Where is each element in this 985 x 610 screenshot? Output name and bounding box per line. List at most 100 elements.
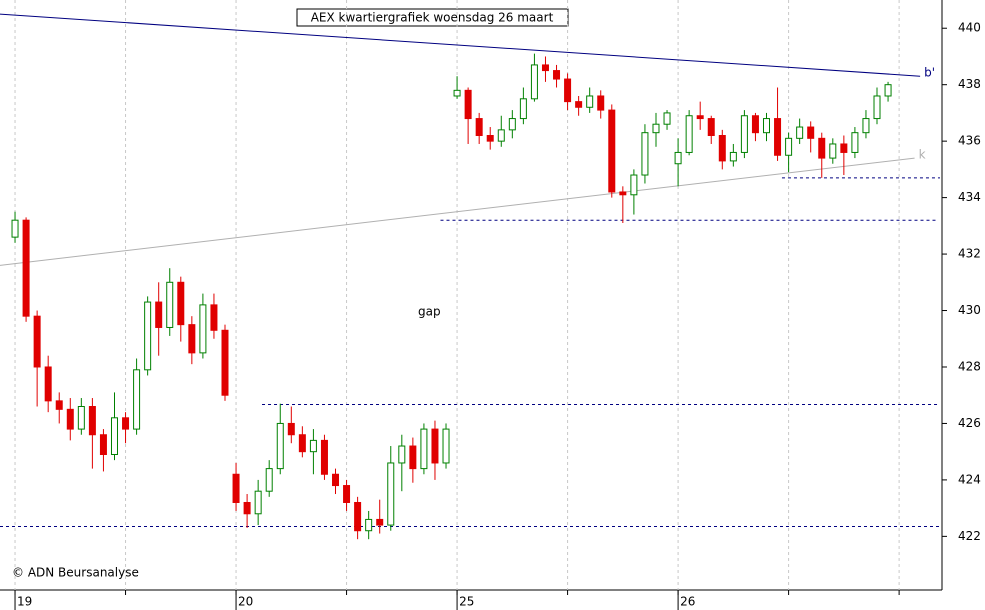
- candle-body: [431, 428, 439, 464]
- candle-body: [387, 462, 395, 526]
- candle-body: [99, 434, 107, 455]
- trend-label: k: [919, 148, 926, 162]
- candle-body: [774, 118, 782, 156]
- candle-body: [221, 329, 229, 396]
- candle-body: [729, 151, 737, 162]
- candle-body: [276, 422, 284, 470]
- candle-body: [133, 369, 141, 430]
- candle-body: [630, 174, 638, 196]
- x-tick-label: 25: [459, 595, 474, 609]
- candle-body: [597, 95, 605, 111]
- candle-body: [453, 89, 461, 97]
- candle-body: [110, 417, 118, 455]
- candle-body: [862, 118, 870, 134]
- title-box: [296, 8, 569, 27]
- candle-body: [354, 501, 362, 532]
- candle-body: [718, 135, 726, 162]
- candle-body: [243, 501, 251, 515]
- y-tick-label: 440: [958, 21, 981, 35]
- candle-body: [575, 101, 583, 108]
- candle-body: [122, 417, 130, 430]
- x-tick-label: 26: [680, 595, 695, 609]
- y-tick-label: 426: [958, 416, 981, 430]
- candle-body: [840, 143, 848, 153]
- candle-body: [144, 301, 152, 371]
- trend-label: b': [924, 66, 935, 80]
- y-tick-label: 432: [958, 247, 981, 261]
- candle-body: [365, 518, 373, 532]
- candle-body: [66, 408, 74, 430]
- candle-body: [519, 98, 527, 120]
- candle-body: [409, 445, 417, 470]
- candle-body: [232, 473, 240, 503]
- y-tick-label: 428: [958, 359, 981, 373]
- candle-body: [553, 70, 561, 80]
- y-tick-label: 436: [958, 134, 981, 148]
- y-tick-label: 424: [958, 472, 981, 486]
- x-tick-label: 20: [238, 595, 253, 609]
- candle-body: [166, 281, 174, 328]
- y-tick-label: 430: [958, 303, 981, 317]
- candle-body: [77, 406, 85, 430]
- candle-body: [873, 95, 881, 120]
- candle-body: [442, 428, 450, 464]
- candle-body: [884, 84, 892, 97]
- candle-body: [11, 219, 19, 238]
- candle-body: [785, 137, 793, 156]
- candle-body: [475, 118, 483, 137]
- candle-body: [155, 301, 163, 328]
- candle-body: [265, 468, 273, 492]
- y-tick-label: 422: [958, 529, 981, 543]
- candle-body: [807, 126, 815, 139]
- candle-body: [663, 112, 671, 125]
- candle-body: [177, 281, 185, 326]
- candle-body: [564, 78, 572, 103]
- candle-body: [608, 109, 616, 193]
- candle-body: [33, 315, 41, 368]
- candle-body: [332, 473, 340, 487]
- candle-body: [707, 118, 715, 137]
- candle-body: [762, 118, 770, 134]
- candle-body: [188, 324, 196, 354]
- candle-body: [796, 126, 804, 139]
- candle-body: [685, 115, 693, 153]
- candle-body: [530, 64, 538, 100]
- candle-body: [88, 406, 96, 436]
- candle-body: [22, 219, 30, 317]
- candle-body: [320, 439, 328, 475]
- candle-body: [641, 132, 649, 176]
- candle-body: [829, 143, 837, 159]
- chart-title: AEX kwartiergrafiek woensdag 26 maart: [311, 11, 554, 25]
- y-tick-label: 434: [958, 190, 981, 204]
- candle-body: [486, 135, 494, 142]
- candle-body: [298, 434, 306, 453]
- annotation: gap: [418, 305, 441, 319]
- candle-body: [343, 485, 351, 503]
- candle-body: [751, 115, 759, 134]
- candle-body: [818, 137, 826, 159]
- trend-line: [0, 157, 915, 266]
- candle-body: [674, 151, 682, 165]
- credit: © ADN Beursanalyse: [12, 566, 139, 580]
- trend-line: [0, 13, 921, 77]
- candle-body: [44, 366, 52, 402]
- candle-body: [398, 445, 406, 464]
- candle-body: [287, 422, 295, 436]
- candle-body: [497, 129, 505, 142]
- candle-body: [210, 304, 218, 331]
- candle-body: [740, 115, 748, 153]
- candle-body: [696, 115, 704, 120]
- candle-body: [420, 428, 428, 470]
- candle-body: [376, 518, 384, 526]
- candle-body: [199, 304, 207, 354]
- candle-body: [586, 95, 594, 108]
- candle-body: [254, 490, 262, 515]
- y-tick-label: 438: [958, 77, 981, 91]
- candle-body: [541, 64, 549, 72]
- candle-body: [55, 400, 63, 410]
- candle-body: [851, 132, 859, 153]
- candle-body: [464, 89, 472, 120]
- candle-body: [309, 439, 317, 453]
